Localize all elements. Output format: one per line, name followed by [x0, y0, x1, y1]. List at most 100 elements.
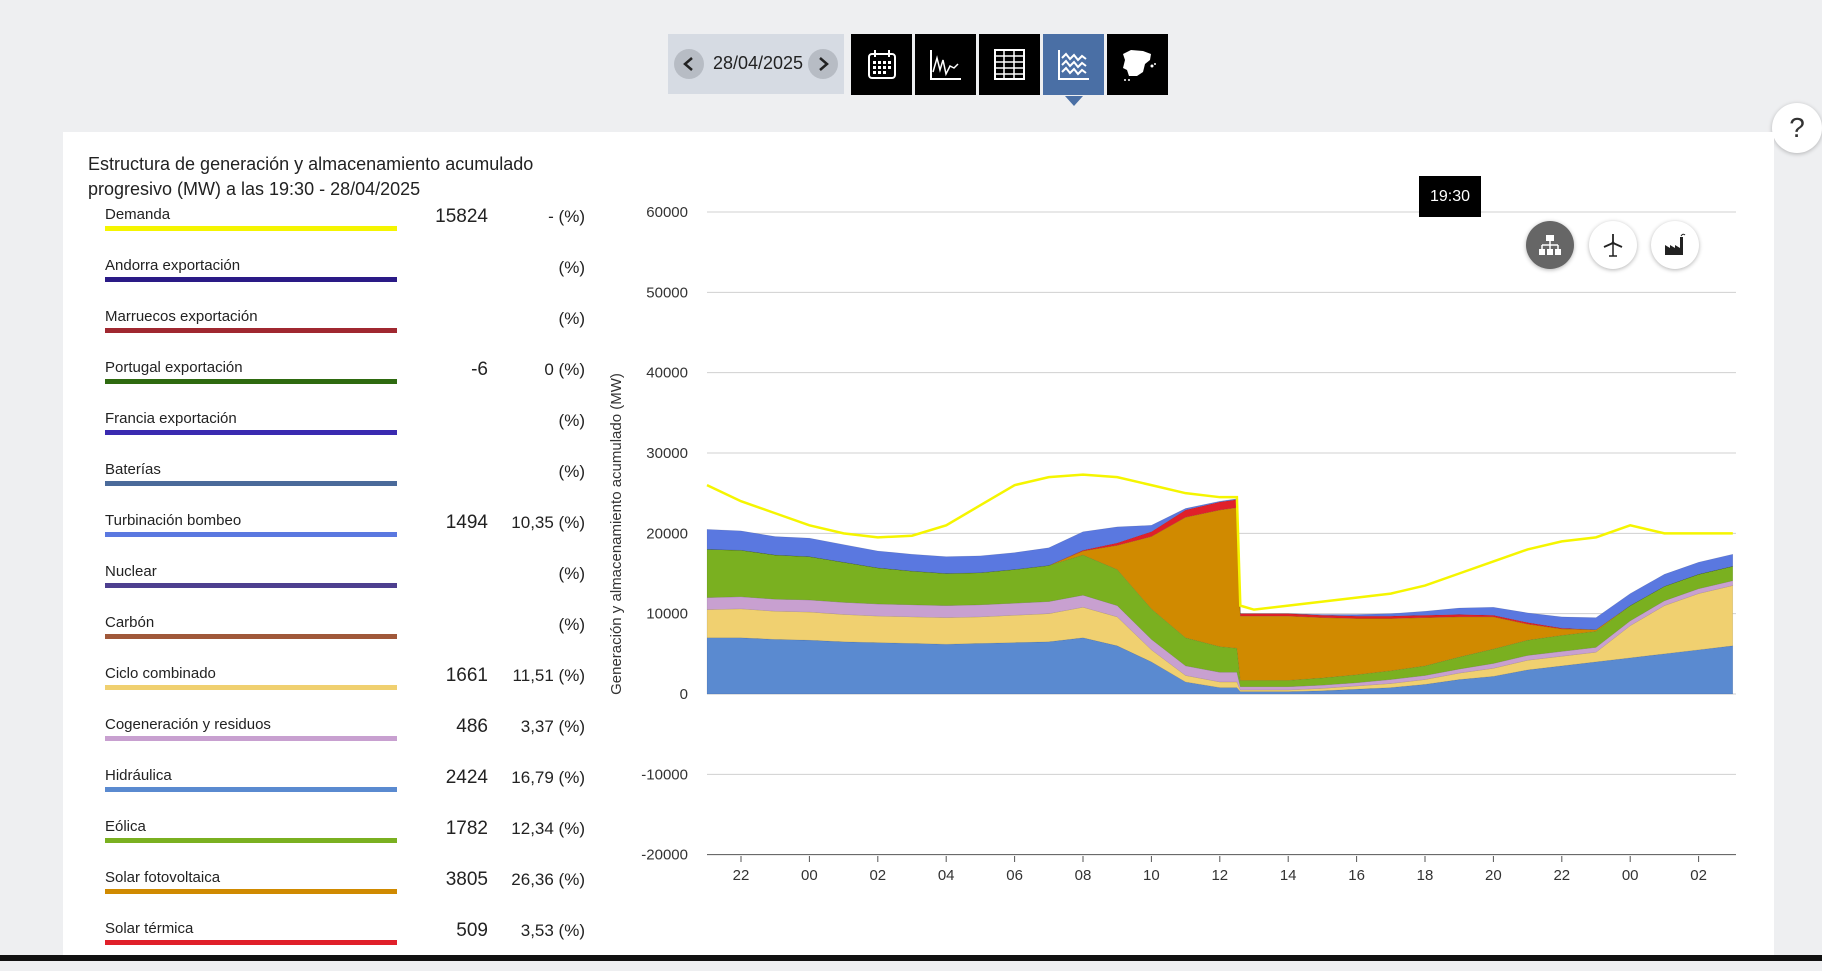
legend-item[interactable]: Ciclo combinado 1661 11,51 (%): [105, 665, 585, 716]
legend-label: Demanda: [105, 206, 171, 223]
x-tick-label: 10: [1143, 867, 1160, 884]
legend-value: 509: [456, 920, 488, 941]
x-tick-label: 04: [938, 867, 955, 884]
area-series: [706, 637, 1734, 695]
legend-label: Turbinación bombeo: [105, 512, 242, 529]
legend-percentage: - (%): [548, 207, 585, 226]
view-button-wind[interactable]: [1589, 221, 1637, 269]
chart-areas: [706, 473, 1734, 695]
legend-item[interactable]: Hidráulica 2424 16,79 (%): [105, 767, 585, 818]
y-axis-title: Generación y almacenamiento acumulado (M…: [608, 373, 625, 695]
legend-percentage: 0 (%): [544, 360, 585, 379]
legend-value: 3805: [445, 869, 488, 890]
y-tick-label: -10000: [641, 766, 688, 783]
legend-percentage: (%): [558, 411, 585, 430]
legend-label: Andorra exportación: [105, 257, 241, 274]
y-tick-label: 50000: [646, 284, 688, 301]
x-tick-label: 14: [1280, 867, 1297, 884]
legend-percentage: 26,36 (%): [511, 870, 585, 889]
calendar-button[interactable]: [851, 34, 912, 95]
legend-item[interactable]: Portugal exportación -6 0 (%): [105, 359, 585, 410]
next-day-button[interactable]: [808, 49, 838, 79]
table-button[interactable]: [979, 34, 1040, 95]
x-tick-label: 00: [1622, 867, 1639, 884]
legend-item[interactable]: Nuclear (%): [105, 563, 585, 614]
legend-value: 15824: [435, 206, 488, 227]
spain-map-icon: [1123, 50, 1156, 81]
legend-label: Portugal exportación: [105, 359, 243, 376]
y-tick-label: -20000: [641, 847, 688, 864]
legend-item[interactable]: Marruecos exportación (%): [105, 308, 585, 359]
legend-label: Solar fotovoltaica: [105, 869, 221, 886]
x-tick-label: 22: [733, 867, 750, 884]
legend-label: Nuclear: [105, 563, 157, 580]
legend: Demanda 15824- (%) Andorra exportación (%) M…: [105, 206, 585, 971]
legend-item[interactable]: Francia exportación (%): [105, 410, 585, 461]
y-tick-label: 0: [680, 686, 688, 703]
line-chart-button[interactable]: [915, 34, 976, 95]
legend-percentage: (%): [558, 462, 585, 481]
legend-label: Ciclo combinado: [105, 665, 216, 682]
chart-panel: Estructura de generación y almacenamient…: [63, 132, 1774, 955]
x-tick-label: 08: [1075, 867, 1092, 884]
map-button[interactable]: [1107, 34, 1168, 95]
view-button-factory[interactable]: [1651, 221, 1699, 269]
legend-label: Baterías: [105, 461, 161, 478]
legend-item[interactable]: Solar térmica 509 3,53 (%): [105, 920, 585, 971]
legend-percentage: 3,37 (%): [520, 717, 585, 736]
legend-item[interactable]: Solar fotovoltaica 3805 26,36 (%): [105, 869, 585, 920]
y-tick-label: 30000: [646, 445, 688, 462]
active-view-pointer: [1065, 96, 1083, 106]
legend-color-line: [105, 634, 397, 639]
legend-color-line: [105, 379, 397, 384]
legend-color-line: [105, 481, 397, 486]
chevron-left-icon: [683, 57, 693, 71]
legend-item[interactable]: Baterías (%): [105, 461, 585, 512]
legend-value: 1494: [445, 512, 488, 533]
legend-item[interactable]: Andorra exportación (%): [105, 257, 585, 308]
x-tick-label: 22: [1553, 867, 1570, 884]
legend-color-line: [105, 736, 397, 741]
previous-day-button[interactable]: [674, 49, 704, 79]
legend-color-line: [105, 838, 397, 843]
y-tick-label: 20000: [646, 525, 688, 542]
demand-line: [706, 473, 1733, 611]
legend-item[interactable]: Turbinación bombeo 1494 10,35 (%): [105, 512, 585, 563]
bottom-bar: [0, 955, 1822, 961]
legend-label: Eólica: [105, 818, 146, 835]
x-tick-label: 02: [1690, 867, 1707, 884]
legend-label: Carbón: [105, 614, 155, 631]
line-chart-icon: [930, 50, 961, 80]
x-tick-label: 20: [1485, 867, 1502, 884]
chevron-right-icon: [819, 57, 829, 71]
x-tick-label: 02: [869, 867, 886, 884]
legend-item[interactable]: Demanda 15824 - (%): [105, 206, 585, 257]
table-icon: [994, 49, 1025, 80]
help-button[interactable]: ?: [1772, 103, 1822, 153]
legend-color-line: [105, 889, 397, 894]
legend-color-line: [105, 583, 397, 588]
legend-label: Cogeneración y residuos: [105, 716, 271, 733]
legend-item[interactable]: Carbón (%): [105, 614, 585, 665]
legend-percentage: 11,51 (%): [512, 666, 585, 685]
y-axis-labels: 60000 50000 40000 30000 20000 10000 0 -10000 -20…: [641, 204, 688, 864]
legend-item[interactable]: Eólica 1782 12,34 (%): [105, 818, 585, 869]
legend-percentage: (%): [558, 564, 585, 583]
legend-value: 486: [456, 716, 488, 737]
legend-item[interactable]: Cogeneración y residuos 486 3,37 (%): [105, 716, 585, 767]
legend-value: 1661: [445, 665, 488, 686]
legend-label: Solar térmica: [105, 920, 194, 937]
x-tick-label: 00: [801, 867, 818, 884]
legend-color-line: [105, 685, 397, 690]
factory-icon: [1665, 233, 1686, 255]
panel-title: Estructura de generación y almacenamient…: [88, 152, 558, 202]
stacked-area-button[interactable]: [1043, 34, 1104, 95]
date-selector: 28/04/2025: [668, 34, 844, 94]
view-button-network[interactable]: [1526, 221, 1574, 269]
legend-value: 1782: [445, 818, 488, 839]
legend-value: -6: [471, 359, 488, 380]
y-tick-label: 10000: [646, 606, 688, 623]
legend-percentage: (%): [558, 309, 585, 328]
date-value[interactable]: 28/04/2025: [712, 53, 804, 73]
